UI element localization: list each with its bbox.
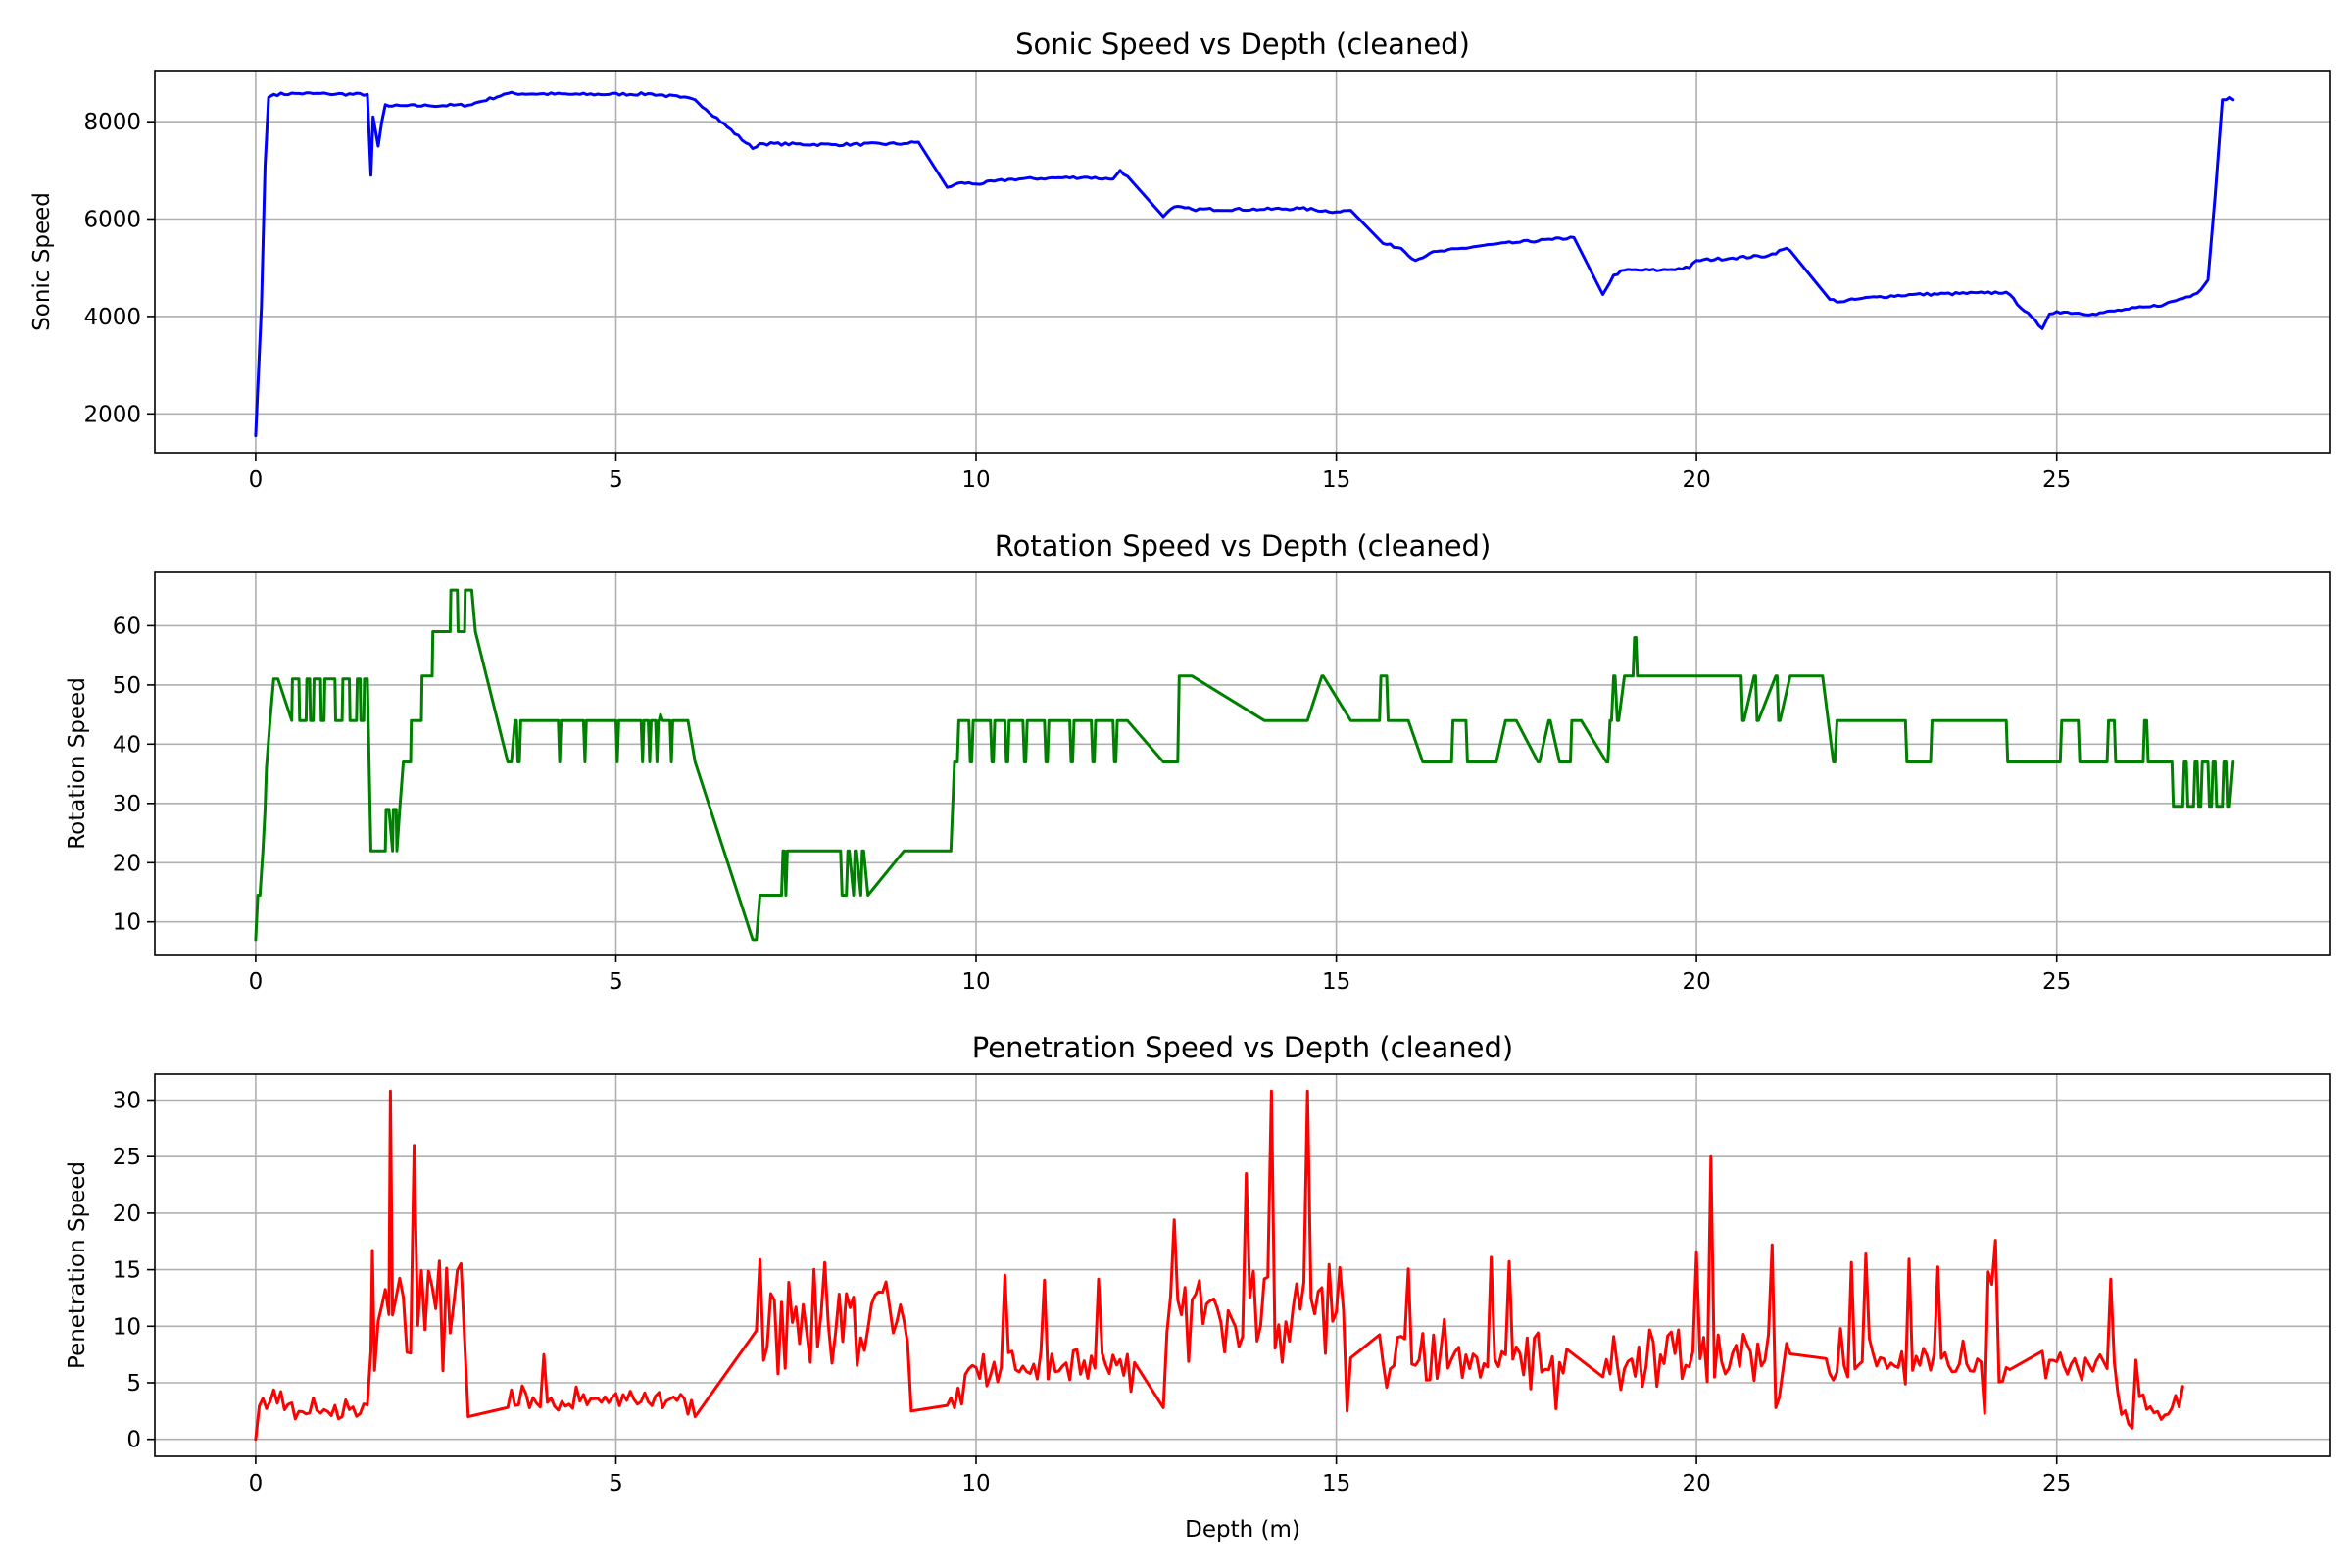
rotation-speed-ticks: 0 5 10 15 20 25 10 20 30 40 50 60 xyxy=(113,613,2072,995)
sonic-speed-x-tick-label: 25 xyxy=(2042,467,2071,493)
rotation-speed-x-tick-label: 20 xyxy=(1682,969,1710,995)
sonic-speed-line xyxy=(254,90,2235,438)
sonic-speed-series xyxy=(254,90,2235,438)
penetration-speed-x-tick-label: 0 xyxy=(249,1471,264,1496)
penetration-speed-x-tick-label: 15 xyxy=(1322,1471,1350,1496)
penetration-speed-y-tick-label: 25 xyxy=(113,1145,141,1170)
penetration-speed-axes-frame xyxy=(154,1073,2331,1457)
rotation-speed-y-axis-label: Rotation Speed xyxy=(65,677,90,850)
sonic-speed-panel: 0 5 10 15 20 25 2000 4000 6000 8000 Sonic Speed v… xyxy=(29,27,2331,493)
sonic-speed-x-tick-label: 10 xyxy=(961,467,990,493)
depth-x-axis-label: Depth (m) xyxy=(1185,1517,1300,1543)
penetration-speed-y-tick-label: 10 xyxy=(113,1314,141,1340)
sonic-speed-x-tick-label: 0 xyxy=(249,467,264,493)
penetration-speed-series xyxy=(254,1089,2184,1442)
penetration-speed-y-tick-label: 5 xyxy=(126,1371,141,1396)
rotation-speed-x-tick-label: 25 xyxy=(2042,969,2071,995)
sonic-speed-y-tick-label: 6000 xyxy=(83,208,141,233)
sonic-speed-grid xyxy=(155,71,2330,453)
sonic-speed-y-tick-label: 8000 xyxy=(83,110,141,135)
penetration-speed-y-tick-label: 15 xyxy=(113,1258,141,1284)
rotation-speed-x-tick-label: 15 xyxy=(1322,969,1350,995)
penetration-speed-panel: 0 5 10 15 20 25 0 5 10 15 20 25 30 Penetration Speed… xyxy=(65,1031,2331,1543)
penetration-speed-line xyxy=(254,1089,2184,1442)
sonic-speed-y-tick-label: 4000 xyxy=(83,305,141,330)
rotation-speed-x-tick-label: 10 xyxy=(961,969,990,995)
rotation-speed-line xyxy=(254,588,2235,942)
penetration-speed-x-tick-label: 10 xyxy=(961,1471,990,1496)
rotation-speed-y-tick-label: 60 xyxy=(113,613,141,639)
rotation-speed-panel: 0 5 10 15 20 25 10 20 30 40 50 60 Rotation Speed vs… xyxy=(65,529,2331,995)
rotation-speed-y-tick-label: 30 xyxy=(113,792,141,817)
rotation-speed-y-tick-label: 20 xyxy=(113,851,141,876)
sonic-speed-x-tick-label: 5 xyxy=(609,467,623,493)
sonic-speed-ticks: 0 5 10 15 20 25 2000 4000 6000 8000 xyxy=(83,110,2071,493)
rotation-speed-x-tick-label: 5 xyxy=(609,969,623,995)
sonic-speed-axes-frame xyxy=(154,70,2331,454)
penetration-speed-y-tick-label: 30 xyxy=(113,1089,141,1114)
sonic-speed-x-tick-label: 20 xyxy=(1682,467,1710,493)
rotation-speed-series xyxy=(254,588,2235,942)
rotation-speed-axes-frame xyxy=(154,571,2331,956)
rotation-speed-y-tick-label: 40 xyxy=(113,732,141,758)
penetration-speed-x-tick-label: 5 xyxy=(609,1471,623,1496)
sonic-speed-y-axis-label: Sonic Speed xyxy=(29,192,55,331)
rotation-speed-grid xyxy=(155,572,2330,955)
penetration-speed-title: Penetration Speed vs Depth (cleaned) xyxy=(972,1031,1513,1064)
rotation-speed-x-tick-label: 0 xyxy=(249,969,264,995)
sonic-speed-y-tick-label: 2000 xyxy=(83,402,141,427)
penetration-speed-ticks: 0 5 10 15 20 25 0 5 10 15 20 25 30 xyxy=(113,1089,2072,1497)
rotation-speed-y-tick-label: 50 xyxy=(113,673,141,699)
penetration-speed-y-tick-label: 0 xyxy=(126,1428,141,1453)
penetration-speed-x-tick-label: 20 xyxy=(1682,1471,1710,1496)
penetration-speed-x-tick-label: 25 xyxy=(2042,1471,2071,1496)
penetration-speed-y-axis-label: Penetration Speed xyxy=(65,1161,90,1369)
penetration-speed-y-tick-label: 20 xyxy=(113,1201,141,1227)
rotation-speed-y-tick-label: 10 xyxy=(113,910,141,936)
rotation-speed-title: Rotation Speed vs Depth (cleaned) xyxy=(995,529,1492,563)
sonic-speed-x-tick-label: 15 xyxy=(1322,467,1350,493)
sonic-speed-title: Sonic Speed vs Depth (cleaned) xyxy=(1015,27,1470,61)
